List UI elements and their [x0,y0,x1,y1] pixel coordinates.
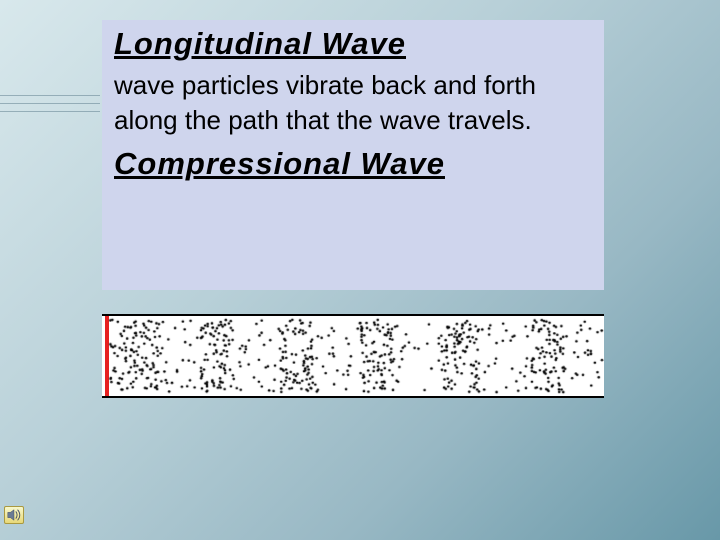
speaker-icon [5,507,23,523]
decor-line [0,111,100,112]
wave-dots-canvas [102,316,604,396]
sound-button[interactable] [4,506,24,524]
wave-diagram [102,314,604,398]
title-longitudinal: Longitudinal Wave [114,26,592,62]
content-box: Longitudinal Wave wave particles vibrate… [102,20,604,290]
body-text: wave particles vibrate back and forth al… [114,68,592,138]
decor-line [0,95,100,96]
title-compressional: Compressional Wave [114,146,592,182]
decor-line [0,103,100,104]
slide: Longitudinal Wave wave particles vibrate… [0,0,720,540]
